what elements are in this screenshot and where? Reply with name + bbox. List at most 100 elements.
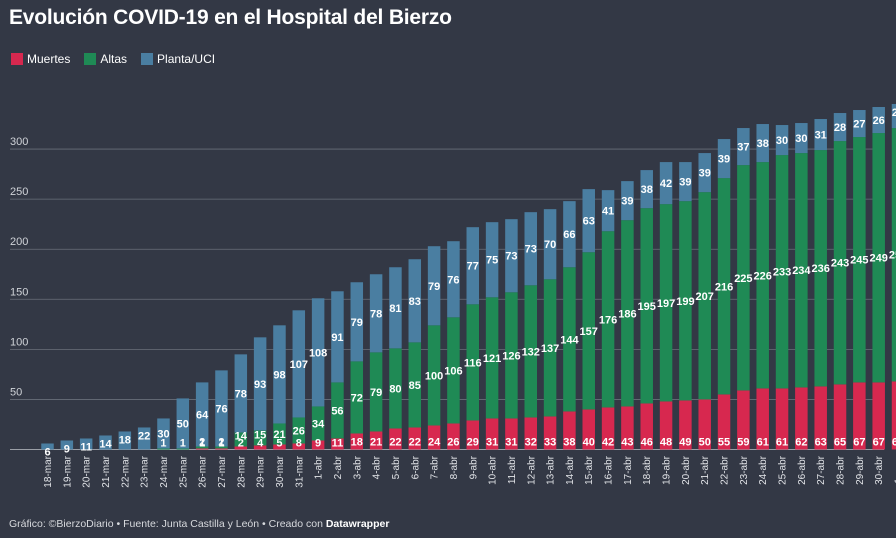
x-tick-label: 15-abr <box>584 455 595 485</box>
bar-muertes <box>215 448 228 450</box>
bar-planta-uci <box>505 219 518 293</box>
bar-planta-uci <box>447 241 460 318</box>
data-label-planta-uci: 39 <box>621 196 633 208</box>
data-label-altas: 197 <box>657 298 675 310</box>
data-label-muertes: 59 <box>737 437 749 449</box>
bar-planta-uci <box>311 298 325 407</box>
bar-muertes <box>524 417 537 450</box>
bar-planta-uci <box>176 398 190 449</box>
data-label-planta-uci: 39 <box>699 168 711 180</box>
x-tick-label: 5-abr <box>391 455 402 479</box>
data-label-planta-uci: 24 <box>892 107 896 119</box>
data-label-altas: 34 <box>312 418 325 430</box>
bar-planta-uci <box>833 113 847 142</box>
x-tick-label: 20-mar <box>82 455 93 487</box>
data-label-planta-uci: 78 <box>235 388 247 400</box>
bar-planta-uci <box>273 325 286 424</box>
bar-muertes <box>621 406 634 450</box>
data-label-muertes: 38 <box>563 437 575 449</box>
data-label-muertes: 9 <box>315 438 321 450</box>
data-label-muertes: 67 <box>873 437 885 449</box>
bar-altas <box>698 192 711 400</box>
data-label-altas: 85 <box>409 380 421 392</box>
bar-altas <box>717 178 731 395</box>
bar-muertes <box>350 433 364 450</box>
x-tick-label: 4-abr <box>372 455 383 479</box>
x-tick-label: 24-mar <box>159 455 170 487</box>
bar-altas <box>563 267 576 412</box>
data-label-muertes: 61 <box>776 437 788 449</box>
data-label-muertes: 43 <box>621 437 633 449</box>
legend-item-altas[interactable]: Altas <box>84 52 127 66</box>
bar-muertes <box>408 427 422 450</box>
data-label-altas: 72 <box>351 392 363 404</box>
legend-swatch <box>84 53 97 65</box>
x-tick-label: 11-abr <box>507 455 518 484</box>
bar-planta-uci <box>331 291 344 383</box>
data-label-planta-uci: 76 <box>215 403 227 415</box>
data-label-muertes: 24 <box>428 437 441 449</box>
bar-muertes <box>756 388 769 450</box>
footer-tool-name[interactable]: Datawrapper <box>325 518 390 530</box>
data-label-muertes: 11 <box>332 438 344 450</box>
bar-planta-uci <box>292 310 306 418</box>
data-label-muertes: 22 <box>409 437 421 449</box>
data-label-altas: 186 <box>618 308 636 320</box>
data-label-planta-uci: 91 <box>331 332 343 344</box>
bar-muertes <box>775 388 789 450</box>
bar-altas <box>350 361 364 434</box>
data-label-altas: 2 <box>218 436 224 448</box>
data-label-altas: 79 <box>370 387 382 399</box>
x-tick-label: 6-abr <box>410 455 421 479</box>
x-tick-label: 1-may <box>894 456 896 484</box>
bar-planta-uci <box>41 443 54 450</box>
data-label-altas: 226 <box>754 270 772 282</box>
bar-planta-uci <box>485 222 499 298</box>
bar-muertes <box>369 431 383 450</box>
x-tick-label: 12-abr <box>526 455 537 485</box>
bar-muertes <box>273 444 286 450</box>
bar-muertes <box>601 407 615 450</box>
bar-muertes <box>737 390 750 450</box>
bar-altas <box>582 252 595 410</box>
data-label-altas: 56 <box>331 405 343 417</box>
x-tick-label: 31-mar <box>294 455 305 487</box>
bar-altas <box>311 406 325 441</box>
data-label-planta-uci: 66 <box>563 229 575 241</box>
data-label-planta-uci: 38 <box>641 184 653 196</box>
x-tick-label: 29-mar <box>256 455 267 487</box>
data-label-altas: 2 <box>199 436 205 448</box>
data-label-muertes: 5 <box>276 438 282 450</box>
data-label-muertes: 63 <box>815 437 827 449</box>
bar-muertes <box>447 423 460 450</box>
data-label-planta-uci: 14 <box>99 438 112 450</box>
x-tick-label: 24-abr <box>758 455 769 485</box>
data-label-planta-uci: 50 <box>177 418 189 430</box>
data-label-planta-uci: 76 <box>447 274 459 286</box>
bar-altas <box>292 417 306 444</box>
bar-planta-uci <box>621 181 634 221</box>
bar-muertes <box>485 418 499 450</box>
data-label-altas: 243 <box>831 258 849 270</box>
bar-planta-uci <box>737 128 750 166</box>
data-label-planta-uci: 81 <box>389 303 401 315</box>
x-tick-label: 29-abr <box>855 455 866 485</box>
legend-label: Muertes <box>27 52 71 66</box>
data-label-planta-uci: 31 <box>815 130 827 142</box>
bar-muertes <box>659 401 673 450</box>
data-label-planta-uci: 26 <box>873 115 885 127</box>
bar-muertes <box>331 438 344 450</box>
legend-item-planta-uci[interactable]: Planta/UCI <box>141 52 215 66</box>
data-label-altas: 199 <box>676 296 694 308</box>
bar-muertes <box>582 409 595 450</box>
x-tick-label: 23-mar <box>140 455 151 487</box>
data-label-planta-uci: 30 <box>795 133 807 145</box>
data-label-altas: 137 <box>541 343 559 355</box>
bar-muertes <box>234 446 248 450</box>
bar-altas <box>215 446 228 449</box>
data-label-planta-uci: 73 <box>505 251 517 263</box>
bar-altas <box>640 208 653 404</box>
data-label-altas: 15 <box>254 429 266 441</box>
data-label-muertes: 26 <box>447 437 459 449</box>
legend-item-muertes[interactable]: Muertes <box>11 52 70 66</box>
